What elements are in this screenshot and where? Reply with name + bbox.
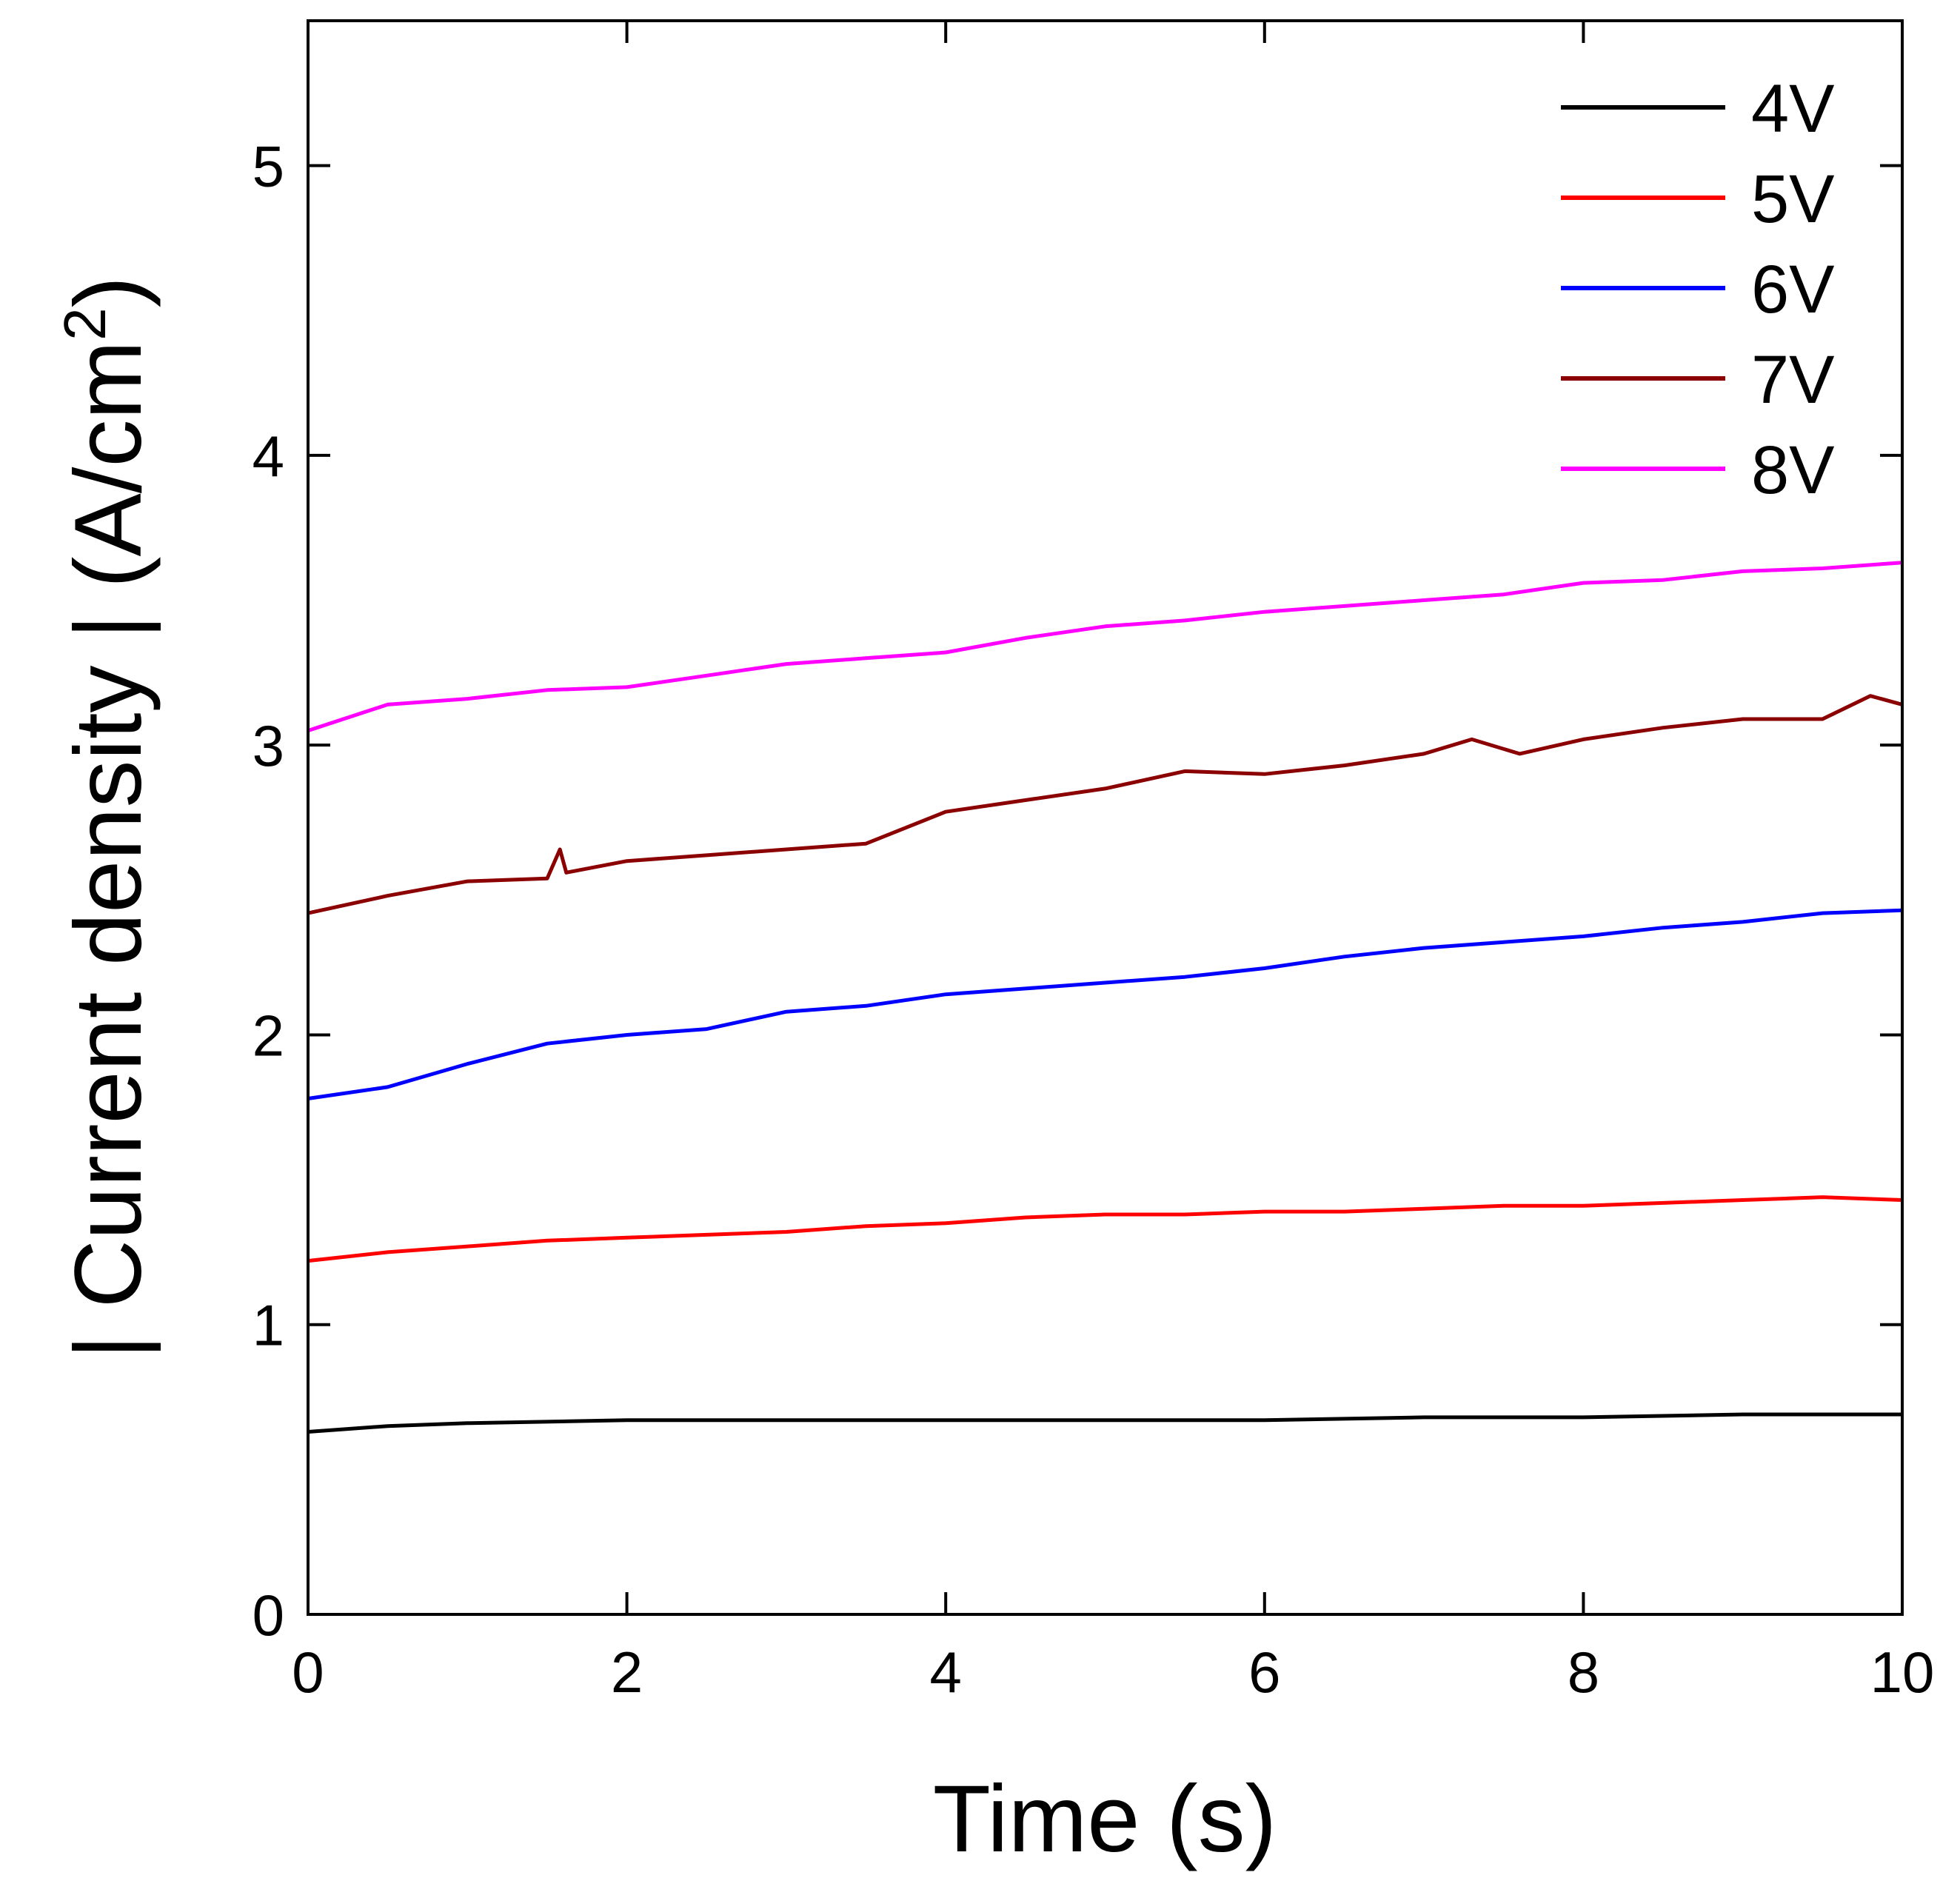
axis-ticks: 0 2 4 6 8 10 0 1 2 3 4 5 [252,21,1935,1705]
x-tick-label: 2 [611,1640,643,1705]
series-line-1 [307,1195,1903,1263]
series-line-2 [307,908,1903,1100]
y-tick-label: 0 [252,1583,284,1648]
y-axis-label: | Current density | (A/cm2) [52,276,161,1359]
legend: 4V 5V 6V 7V 8V [1561,71,1835,508]
series-line-0 [307,1412,1902,1434]
legend-label-1: 5V [1751,161,1835,237]
y-tick-label: 3 [252,713,284,778]
x-axis-label: Time (s) [933,1766,1277,1872]
legend-label-0: 4V [1751,71,1835,147]
series-layer [307,561,1903,1434]
x-tick-label: 0 [292,1640,324,1705]
y-axis-label-superscript: 2 [52,307,118,341]
x-tick-label: 6 [1248,1640,1280,1705]
y-tick-label: 5 [252,134,284,199]
y-tick-label: 2 [252,1003,284,1068]
series-line-4 [307,561,1903,732]
legend-label-3: 7V [1751,342,1835,418]
x-tick-label: 4 [930,1640,962,1705]
y-tick-label: 4 [252,424,284,489]
series-line-3 [307,694,1903,915]
legend-label-4: 8V [1751,432,1835,508]
y-axis-label-main: | Current density | (A/cm [56,341,161,1359]
x-tick-label: 8 [1568,1640,1599,1705]
plot-frame [307,19,1904,1616]
y-tick-label: 1 [252,1293,284,1358]
legend-label-2: 6V [1751,252,1835,327]
x-tick-label: 10 [1870,1640,1935,1705]
y-axis-label-close: ) [56,276,161,308]
